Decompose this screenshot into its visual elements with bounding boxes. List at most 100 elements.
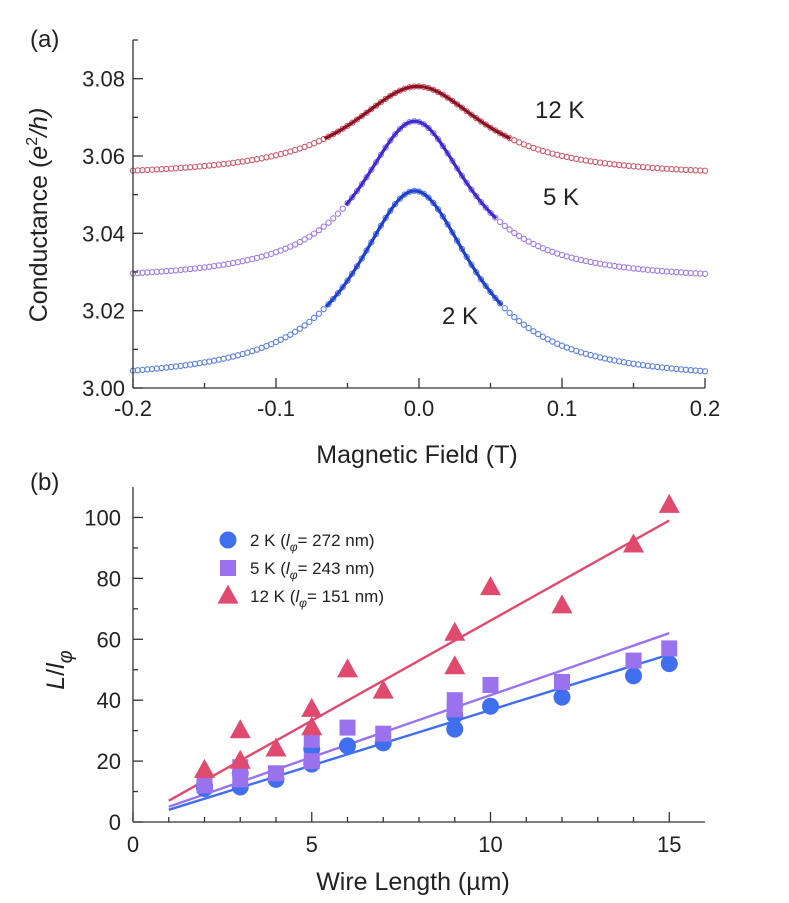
fit-curve <box>323 84 512 140</box>
annot-5k: 5 K <box>543 184 579 211</box>
data-point <box>339 737 356 755</box>
data-point <box>520 235 528 243</box>
data-point <box>525 238 532 245</box>
data-point <box>525 324 532 332</box>
data-point <box>320 306 327 313</box>
x-tick-label: 10 <box>478 832 502 857</box>
x-tick-label: 0.1 <box>547 396 578 421</box>
fit-curve <box>344 119 498 220</box>
data-point <box>444 621 466 641</box>
data-point <box>301 697 323 717</box>
annot-12k: 12 K <box>535 97 584 124</box>
data-point <box>535 330 542 338</box>
data-point <box>625 652 642 669</box>
y-tick-label: 20 <box>97 749 121 774</box>
panel-b-axes: 0 5 10 15 0 20 40 60 80 100 <box>84 487 705 857</box>
data-point <box>301 322 308 329</box>
data-point <box>301 236 308 243</box>
y-tick-label: 40 <box>97 688 121 713</box>
y-tick-label: 80 <box>97 566 121 591</box>
x-tick-label: -0.2 <box>114 396 152 421</box>
data-point <box>196 777 213 794</box>
data-point <box>551 594 573 614</box>
panel-b-legend: 2 K (lφ= 272 nm) 5 K (lφ= 243 nm) 12 K (lφ… <box>217 531 384 610</box>
data-point <box>487 209 494 216</box>
data-point <box>501 305 508 312</box>
data-point <box>287 331 294 338</box>
data-point <box>334 210 342 217</box>
data-point <box>487 288 494 296</box>
data-point <box>265 737 287 757</box>
data-point <box>375 725 392 742</box>
data-point <box>625 667 642 685</box>
data-point <box>506 226 513 233</box>
data-point <box>477 198 485 206</box>
data-point <box>372 679 394 699</box>
data-point <box>496 218 504 225</box>
data-point <box>232 771 249 788</box>
data-point <box>194 758 215 778</box>
data-point <box>520 321 528 328</box>
data-point <box>430 129 437 137</box>
data-point <box>310 314 318 322</box>
data-point <box>291 241 299 248</box>
data-point <box>492 294 499 302</box>
data-point <box>530 328 537 335</box>
data-point <box>229 719 251 739</box>
data-point <box>301 716 323 736</box>
data-point <box>515 317 523 325</box>
legend-label-square: 5 K (lφ= 243 nm) <box>250 559 375 582</box>
data-point <box>496 300 504 307</box>
fit-line-triangle <box>168 519 670 802</box>
data-point <box>515 232 523 240</box>
series-5k <box>129 118 709 277</box>
data-point <box>306 233 313 240</box>
data-point <box>482 676 499 693</box>
series-triangle <box>194 493 680 778</box>
data-point <box>492 214 499 221</box>
panel-a-label: (a) <box>30 26 59 53</box>
x-tick-label: -0.1 <box>257 396 295 421</box>
panel-a: (a) -0.2 -0.1 0.0 0.1 0.2 3.00 3.02 3.04 3.06 3.0… <box>24 26 720 469</box>
data-point <box>330 295 337 303</box>
data-point <box>701 368 709 375</box>
data-point <box>511 313 518 321</box>
panel-a-axes: -0.2 -0.1 0.0 0.1 0.2 3.00 3.02 3.04 3.06 3.08 <box>82 39 721 421</box>
data-point <box>446 692 463 709</box>
y-tick-label: 100 <box>84 505 121 530</box>
data-point <box>425 194 432 201</box>
data-point <box>296 238 303 246</box>
y-tick-label: 3.02 <box>82 299 125 324</box>
x-tick-label: 0.0 <box>404 396 435 421</box>
panel-b-ylabel: L/lφ <box>42 650 77 689</box>
data-point <box>325 219 332 226</box>
data-point <box>392 131 399 138</box>
data-point <box>553 688 571 706</box>
data-point <box>339 205 346 212</box>
data-point <box>501 222 508 230</box>
data-point <box>277 336 284 343</box>
x-tick-label: 0.2 <box>690 396 721 421</box>
data-point <box>446 720 464 738</box>
panel-b-marks <box>168 493 680 811</box>
y-tick-label: 0 <box>109 810 121 835</box>
y-tick-label: 60 <box>97 627 121 652</box>
data-point <box>425 124 432 132</box>
y-tick-label: 3.00 <box>82 376 125 401</box>
data-point <box>511 229 518 237</box>
data-point <box>344 200 351 207</box>
data-point <box>296 325 303 332</box>
data-point <box>480 576 501 596</box>
panel-a-marks <box>129 83 709 375</box>
data-point <box>268 765 284 782</box>
panel-b-label: (b) <box>30 469 59 496</box>
data-point <box>396 125 404 133</box>
legend-label-triangle: 12 K (lφ= 151 nm) <box>250 587 384 610</box>
x-tick-label: 15 <box>657 832 681 857</box>
data-point <box>661 640 678 657</box>
data-point <box>482 204 489 211</box>
panel-a-xlabel: Magnetic Field (T) <box>316 441 517 469</box>
annot-2k: 2 K <box>442 303 478 330</box>
data-point <box>482 697 499 715</box>
